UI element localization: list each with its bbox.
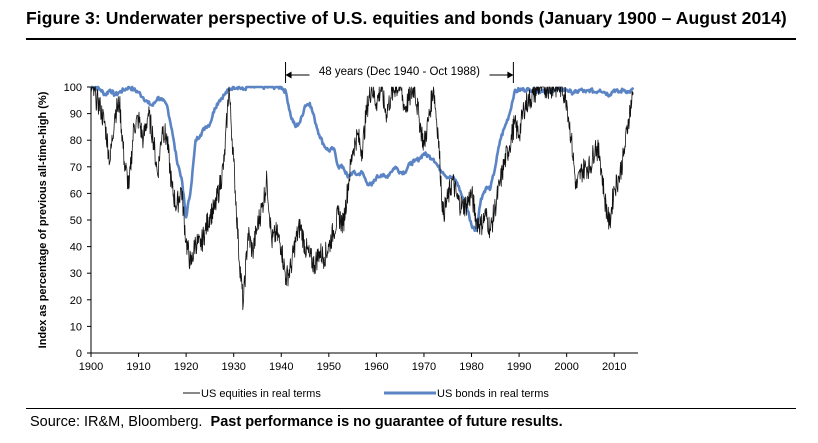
x-tick-label: 1960 bbox=[364, 361, 388, 373]
x-tick-label: 1920 bbox=[174, 361, 198, 373]
annotation-label: 48 years (Dec 1940 - Oct 1988) bbox=[319, 66, 480, 78]
x-tick-label: 1980 bbox=[459, 361, 483, 373]
annotation-left-arrow bbox=[285, 71, 292, 79]
legend-equities-label: US equities in real terms bbox=[201, 388, 321, 400]
source-prefix: Source: IR&M, Bloomberg. bbox=[30, 414, 203, 430]
chart-axes: 0 10 20 30 40 50 60 70 80 90 100 1900 1910 1920 1930 19… bbox=[37, 82, 638, 373]
underwater-chart: 0 10 20 30 40 50 60 70 80 90 100 1900 1910 1920 1930 19… bbox=[37, 62, 638, 400]
x-tick-label: 1910 bbox=[126, 361, 150, 373]
source-disclaimer: Past performance is no guarantee of futu… bbox=[210, 414, 563, 430]
chart-legend: US equities in real terms US bonds in rea… bbox=[183, 388, 549, 400]
x-tick-label: 1970 bbox=[412, 361, 436, 373]
y-tick-label: 100 bbox=[64, 82, 82, 94]
figure-title: Figure 3: Underwater perspective of U.S.… bbox=[26, 8, 787, 28]
y-tick-label: 40 bbox=[70, 242, 82, 254]
x-tick-label: 1990 bbox=[507, 361, 531, 373]
title-rule bbox=[26, 38, 796, 40]
y-tick-label: 70 bbox=[70, 162, 82, 174]
x-tick-label: 2000 bbox=[554, 361, 578, 373]
source-note: Source: IR&M, Bloomberg. Past performanc… bbox=[30, 414, 563, 430]
y-tick-label: 20 bbox=[70, 295, 82, 307]
bonds-series-line bbox=[90, 85, 635, 232]
annotation-right-arrow bbox=[507, 71, 514, 79]
source-rule bbox=[26, 408, 796, 409]
equities-series-line bbox=[90, 86, 634, 311]
x-tick-label: 1940 bbox=[269, 361, 293, 373]
chart-annotation: 48 years (Dec 1940 - Oct 1988) bbox=[285, 62, 514, 83]
y-tick-label: 60 bbox=[70, 188, 82, 200]
series-layer bbox=[90, 85, 635, 311]
y-tick-label: 0 bbox=[76, 348, 82, 360]
y-axis-label: Index as percentage of previous all-time… bbox=[37, 91, 49, 348]
y-tick-label: 90 bbox=[70, 109, 82, 121]
x-tick-label: 1930 bbox=[221, 361, 245, 373]
annotation-label-bg bbox=[309, 63, 490, 78]
x-tick-label: 1900 bbox=[79, 361, 103, 373]
y-tick-label: 80 bbox=[70, 135, 82, 147]
y-tick-label: 50 bbox=[70, 215, 82, 227]
legend-bonds-label: US bonds in real terms bbox=[437, 388, 549, 400]
y-tick-label: 10 bbox=[70, 321, 82, 333]
y-tick-label: 30 bbox=[70, 268, 82, 280]
x-tick-label: 1950 bbox=[317, 361, 341, 373]
x-tick-label: 2010 bbox=[602, 361, 626, 373]
